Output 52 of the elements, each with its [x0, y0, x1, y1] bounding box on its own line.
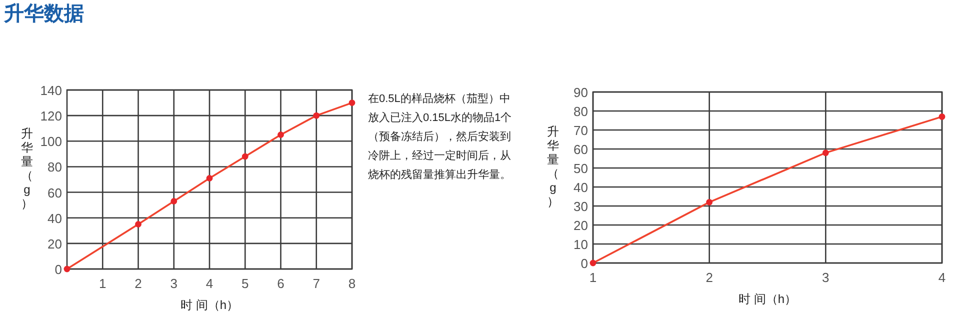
y-tick-label: 60	[574, 142, 588, 157]
x-tick-label: 1	[589, 270, 597, 285]
point	[170, 198, 178, 204]
y-axis-title: 升华量（g）	[21, 126, 33, 210]
y-tick-label: 80	[48, 160, 62, 175]
y-tick-label: 120	[40, 108, 62, 124]
point	[822, 150, 829, 156]
point	[348, 100, 356, 106]
x-tick-label: 3	[822, 270, 830, 285]
x-tick-label: 1	[99, 276, 106, 291]
y-axis-title: 升华量（g）	[547, 124, 559, 208]
x-tick-label: 6	[277, 276, 284, 291]
x-tick-label: 8	[348, 276, 356, 291]
y-tick-label: 70	[574, 123, 588, 138]
text: 放入已注入0.15L水的物品1个	[368, 110, 512, 126]
point	[135, 221, 142, 228]
x-tick-label: 2	[134, 276, 142, 291]
y-tick-label: 0	[580, 256, 588, 271]
y-tick-label: 40	[574, 180, 588, 195]
y-tick-label: 100	[40, 134, 62, 150]
point	[206, 175, 213, 182]
y-tick-label: 0	[54, 262, 62, 277]
y-tick-label: 30	[574, 199, 588, 214]
point	[242, 153, 248, 160]
y-tick-label: 10	[574, 237, 588, 252]
y-tick-label: 60	[48, 185, 62, 200]
y-tick-label: 80	[574, 104, 588, 119]
text: 烧杯的残留量推算出升华量。	[368, 168, 512, 183]
x-tick-label: 2	[706, 270, 713, 285]
x-tick-label: 3	[170, 276, 178, 291]
x-axis-title: 时 间（h）	[180, 298, 239, 312]
point	[590, 260, 596, 266]
point	[278, 132, 284, 138]
x-tick-label: 4	[206, 276, 214, 291]
y-tick-label: 140	[40, 83, 62, 98]
chart-title: 升华数据	[4, 2, 84, 27]
text: （预备冻结后），然后安装到	[368, 130, 512, 145]
point	[938, 114, 946, 120]
x-tick-label: 7	[312, 276, 320, 291]
y-tick-label: 40	[48, 210, 62, 226]
y-tick-label: 20	[48, 236, 62, 252]
x-tick-label: 5	[242, 276, 249, 291]
x-axis-title: 时 间（h）	[738, 292, 797, 306]
point	[64, 266, 70, 272]
point	[706, 199, 713, 206]
text: 冷阱上，经过一定时间后，从	[368, 148, 512, 164]
text: 在0.5L的样品烧杯（茄型）中	[368, 92, 512, 107]
point	[313, 112, 320, 119]
y-tick-label: 20	[574, 218, 588, 233]
y-tick-label: 90	[574, 85, 588, 100]
y-tick-label: 50	[574, 161, 588, 176]
x-tick-label: 4	[938, 270, 946, 285]
